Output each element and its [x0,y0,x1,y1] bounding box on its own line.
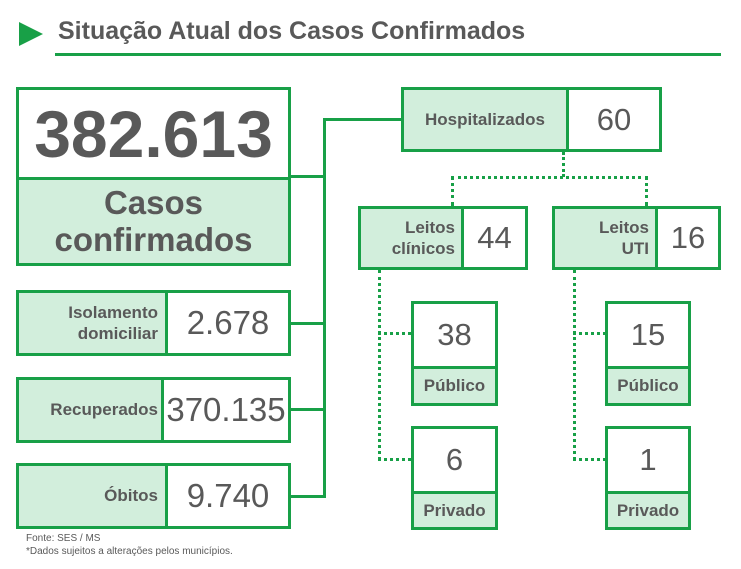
clinicos-publico-box: 38 Público [411,301,498,406]
uti-publico-value: 15 [608,304,688,369]
page-title: Situação Atual dos Casos Confirmados [58,17,526,45]
leitos-uti-value: 16 [670,220,706,255]
connector-isolamento [291,322,326,325]
connector-recuperados [291,408,326,411]
total-label-line2: confirmados [54,220,253,258]
clinicos-publico-label: Público [414,369,495,403]
uti-privado-value: 1 [608,429,688,494]
uti-privado-box: 1 Privado [605,426,691,530]
connector-uti-privado [573,458,606,461]
uti-privado-label: Privado [608,494,688,527]
uti-publico-label: Público [608,369,688,403]
total-label-line1: Casos [103,183,204,221]
obitos-label: Óbitos [19,466,168,526]
recuperados-label: Recuperados [19,380,164,440]
leitos-uti-label-line2: UTI [621,239,649,258]
connector-clinicos-publico [378,332,411,335]
obitos-value: 9.740 [186,477,270,514]
connector-obitos [291,495,326,498]
connector-uti-up [645,176,648,206]
obitos-box: Óbitos 9.740 [16,463,291,529]
hospitalizados-label: Hospitalizados [404,90,569,149]
connector-clinicos-up [451,176,454,206]
footer-note: *Dados sujeitos a alterações pelos munic… [26,546,233,557]
leitos-clinicos-box: Leitos clínicos 44 [358,206,528,270]
connector-hosp-down [562,152,565,177]
uti-publico-box: 15 Público [605,301,691,406]
leitos-clinicos-label: Leitos clínicos [361,209,464,267]
total-confirmed-value: 382.613 [19,90,288,180]
hospitalizados-value: 60 [596,101,632,137]
connector-uti-down [573,270,576,460]
connector-uti-publico [573,332,606,335]
total-confirmed-label: Casos confirmados [19,180,288,263]
leitos-uti-box: Leitos UTI 16 [552,206,721,270]
total-confirmed-box: 382.613 Casos confirmados [16,87,291,266]
isolamento-box: Isolamento domiciliar 2.678 [16,290,291,356]
clinicos-privado-label: Privado [414,494,495,527]
recuperados-box: Recuperados 370.135 [16,377,291,443]
hospitalizados-box: Hospitalizados 60 [401,87,662,152]
leitos-uti-label: Leitos UTI [555,209,658,267]
clinicos-publico-value: 38 [414,304,495,369]
footer-source: Fonte: SES / MS [26,533,101,544]
leitos-clinicos-value: 44 [477,220,512,255]
title-underline [55,53,721,56]
connector-clinicos-down [378,270,381,460]
isolamento-label-line2: domiciliar [77,324,158,343]
connector-hosp-branch [451,176,648,179]
connector-clinicos-privado [378,458,411,461]
leitos-clinicos-label-line2: clínicos [391,239,455,258]
clinicos-privado-value: 6 [414,429,495,494]
title-bullet-icon [19,22,43,46]
leitos-clinicos-label-line1: Leitos [404,217,455,237]
recuperados-value: 370.135 [166,391,286,428]
isolamento-label: Isolamento domiciliar [19,293,168,353]
connector-trunk [323,118,326,498]
leitos-uti-label-line1: Leitos [598,217,649,237]
isolamento-label-line1: Isolamento [68,302,158,322]
clinicos-privado-box: 6 Privado [411,426,498,530]
isolamento-value: 2.678 [186,304,270,341]
connector-hospitalizados [323,118,401,121]
connector-total [291,175,326,178]
